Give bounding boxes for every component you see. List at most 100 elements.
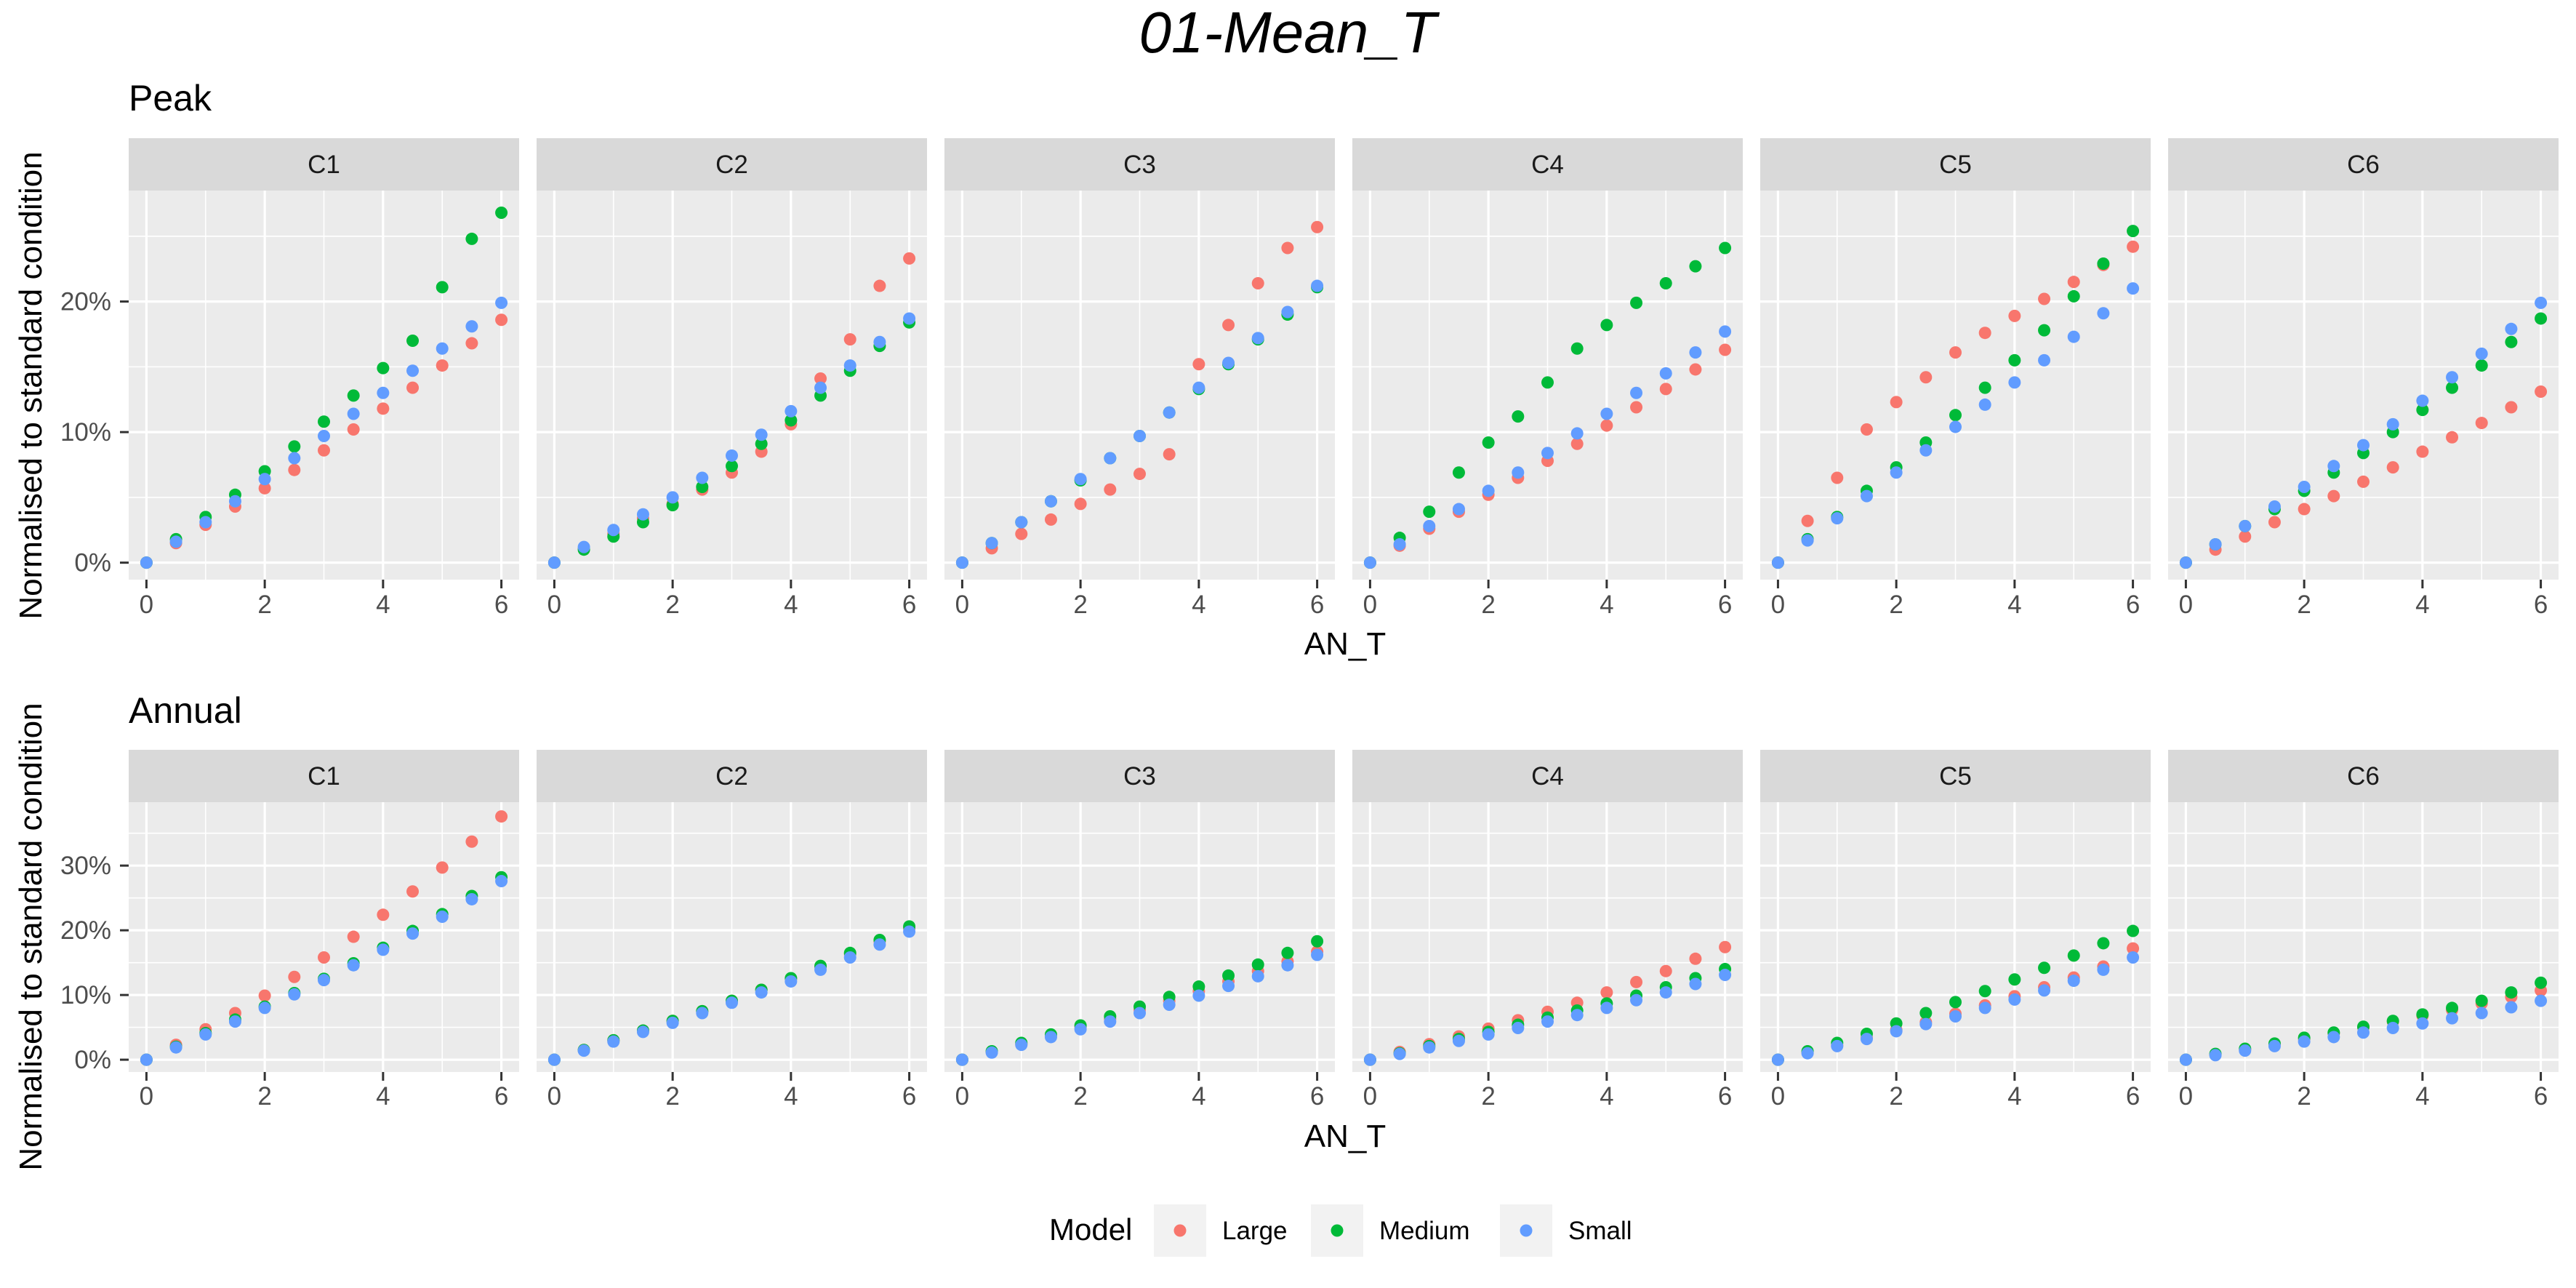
data-point [140,556,153,569]
data-point [1600,319,1613,332]
data-point [1689,260,1702,273]
data-point [2008,973,2021,986]
series-small [140,875,508,1066]
data-point [1393,538,1406,551]
facet-strip [1760,138,2151,191]
data-point [1890,466,1903,479]
data-point [1630,401,1643,414]
data-point [2535,312,2548,325]
legend-label: Small [1568,1217,1632,1245]
x-tick-label: 2 [665,591,679,619]
facet-strip [129,138,519,191]
data-point [1719,343,1732,356]
data-point [985,1046,998,1059]
x-tick-label: 0 [955,591,969,619]
series-small [955,279,1324,569]
data-point [1541,1015,1554,1028]
data-point [1919,444,1933,457]
x-tick-label: 2 [1889,1082,1903,1111]
data-point [814,963,827,976]
data-point [1600,407,1613,420]
data-point [1133,1007,1146,1020]
data-point [199,516,212,529]
data-point [1978,327,1991,340]
data-point [1831,471,1844,484]
data-point [1512,1022,1525,1035]
data-point [1949,346,1962,359]
data-point [2475,347,2488,360]
data-point [2475,359,2488,372]
data-point [1281,241,1294,255]
data-point [726,449,738,462]
data-point [607,524,620,537]
data-point [636,508,649,521]
data-point [1251,276,1264,289]
data-point [843,333,856,346]
data-point [2038,292,2051,305]
data-point [1512,466,1525,479]
data-point [377,402,390,415]
chart-row-annual: Annual Normalised to standard condition AN… [13,690,2559,1171]
legend-marker [1173,1224,1187,1237]
data-point [1104,483,1117,496]
data-point [2008,353,2021,367]
data-point [1978,398,1991,411]
data-point [1541,447,1554,460]
data-point [228,495,241,508]
x-tick-label: 4 [2007,1082,2021,1111]
data-point [2179,1053,2192,1066]
series-small [1363,969,1732,1066]
data-point [2008,993,2021,1006]
data-point [547,556,561,569]
data-point [955,556,968,569]
data-point [406,364,420,377]
data-point [1630,296,1643,309]
data-point [2127,282,2140,295]
data-point [1630,386,1643,399]
data-point [1949,996,1962,1009]
data-point [1311,279,1324,292]
data-point [785,414,798,427]
data-point [1423,519,1436,532]
data-point [406,381,420,394]
data-point [495,313,508,327]
facet-strip-label: C6 [2347,762,2380,791]
series-small [2179,994,2548,1066]
y-tick-label: 20% [60,916,111,945]
facet-strip-label: C6 [2347,151,2380,179]
data-point [347,407,360,420]
x-tick-label: 2 [2297,1082,2311,1111]
x-tick-label: 4 [1600,591,1613,619]
data-point [1452,503,1465,516]
legend-label: Large [1222,1217,1288,1245]
facet-c5: C5 0 2 4 6 [1760,138,2151,619]
legend-item-medium: Medium [1311,1204,1469,1257]
facet-strip [537,138,927,191]
data-point [1919,371,1933,384]
facet-strip [2168,138,2559,191]
data-point [1978,1001,1991,1015]
x-tick-label: 2 [257,591,271,619]
data-point [1251,969,1264,983]
data-point [2416,1008,2429,1021]
chart-rows: Peak Normalised to standard condition AN_T… [13,78,2559,1171]
data-point [2446,431,2459,444]
data-point [1044,1031,1057,1044]
data-point [495,875,508,888]
x-tick-label: 0 [547,1082,561,1111]
data-point [436,861,449,874]
data-point [495,207,508,220]
facet-strip [129,750,519,802]
data-point [2535,385,2548,398]
data-point [607,1035,620,1048]
data-point [666,491,679,504]
x-tick-label: 2 [1889,591,1903,619]
data-point [955,1053,968,1066]
data-point [1860,1033,1873,1046]
x-tick-label: 4 [2415,1082,2429,1111]
x-tick-label: 0 [1363,591,1377,619]
facet-c6: C6 0 2 4 6 [2168,750,2559,1111]
x-tick-label: 6 [2126,1082,2140,1111]
x-tick-label: 4 [376,1082,390,1111]
data-point [2386,1022,2399,1035]
